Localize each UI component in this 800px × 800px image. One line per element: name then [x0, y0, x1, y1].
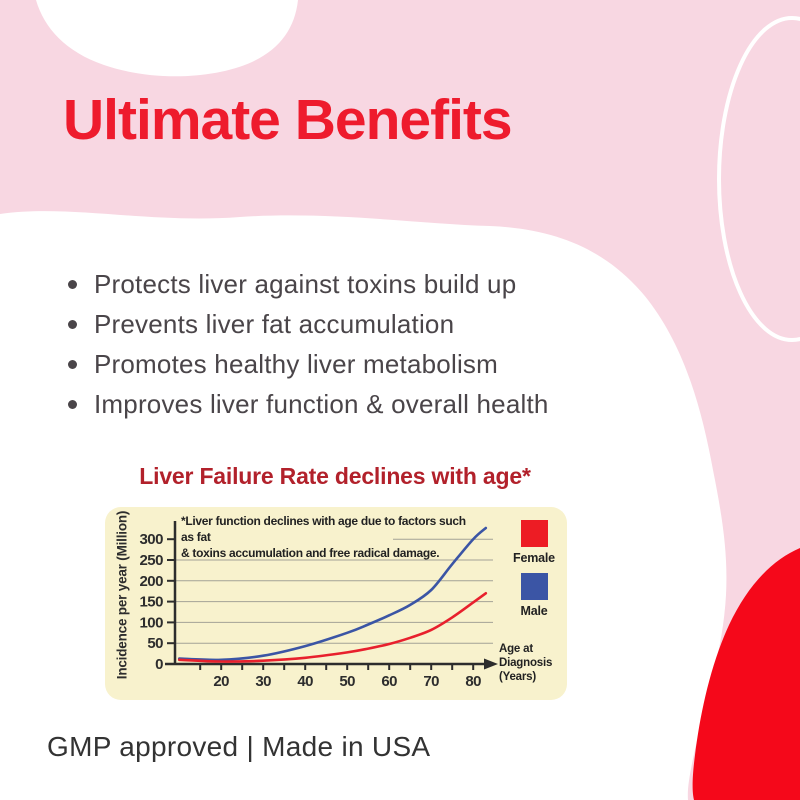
y-tick-label: 0 [155, 656, 163, 673]
x-tick-label: 40 [297, 673, 313, 690]
female-legend-label: Female [513, 551, 555, 565]
ring-outline-shape [717, 16, 800, 342]
y-tick-label: 250 [139, 552, 163, 569]
top-white-blob [36, 0, 298, 77]
y-tick-label: 100 [139, 614, 163, 631]
benefit-item: Improves liver function & overall health [64, 384, 549, 424]
x-axis-label-line1: Age at [499, 643, 533, 655]
chart-title: Liver Failure Rate declines with age* [139, 463, 531, 489]
x-tick-label: 80 [465, 673, 481, 690]
chart-footnote-line2: & toxins accumulation and free radical d… [181, 546, 440, 560]
chart-footnote-line1: *Liver function declines with age due to… [181, 514, 466, 544]
x-tick-label: 20 [213, 673, 229, 690]
male-curve [177, 526, 488, 662]
female-curve [177, 592, 488, 663]
y-axis-label: Incidence per year (Million) [114, 510, 130, 680]
benefit-item: Promotes healthy liver metabolism [64, 344, 549, 384]
female-legend-swatch [520, 520, 548, 547]
benefit-item: Protects liver against toxins build up [64, 264, 549, 304]
page-title: Ultimate Benefits [63, 88, 513, 152]
chart-panel: 0 50 100 150 200 250 300 20 30 40 50 60 70 80 Inciden… [105, 507, 567, 700]
male-legend-label: Male [520, 604, 548, 618]
x-tick-label: 60 [381, 673, 397, 690]
x-tick-label: 70 [423, 673, 439, 690]
x-axis-label-line3: (Years) [499, 671, 536, 683]
benefit-item: Prevents liver fat accumulation [64, 304, 549, 344]
y-tick-label: 50 [147, 635, 163, 652]
bottom-red-blob [692, 548, 800, 800]
footer-text: GMP approved | Made in USA [47, 731, 431, 762]
x-axis-label: Age at Diagnosis (Years) [499, 642, 565, 684]
line-chart: 0 50 100 150 200 250 300 20 30 40 50 60 70 80 [139, 521, 498, 690]
x-axis-arrow [484, 658, 498, 670]
x-axis-label-line2: Diagnosis [499, 657, 553, 669]
y-tick-label: 150 [139, 594, 163, 611]
benefits-list: Protects liver against toxins build up P… [64, 264, 549, 424]
x-tick-label: 30 [255, 673, 271, 690]
chart-legend: Female Male [503, 520, 565, 626]
x-tick-label: 50 [339, 673, 355, 690]
chart-footnote: *Liver function declines with age due to… [181, 513, 469, 561]
y-tick-label: 200 [139, 573, 163, 590]
male-legend-swatch [520, 573, 548, 600]
y-tick-label: 300 [139, 531, 163, 548]
